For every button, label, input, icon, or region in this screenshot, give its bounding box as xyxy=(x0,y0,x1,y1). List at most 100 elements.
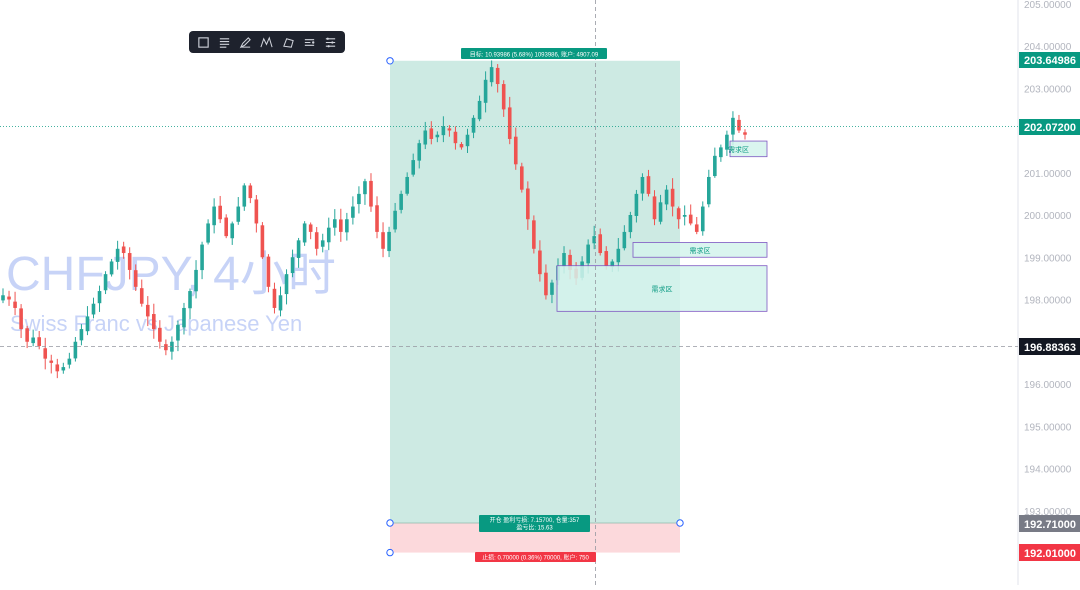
candle-body xyxy=(459,144,464,148)
drawing-toolbar xyxy=(189,31,345,53)
candle-body xyxy=(676,208,681,220)
candle-body xyxy=(423,130,428,145)
candle-body xyxy=(139,288,144,304)
candle-body xyxy=(13,301,17,308)
candle-body xyxy=(194,269,198,292)
candle-body xyxy=(133,270,138,287)
pattern-icon[interactable] xyxy=(259,34,275,50)
candle-body xyxy=(236,206,241,222)
candle-body xyxy=(562,253,566,267)
candle-body xyxy=(501,84,506,110)
candle-body xyxy=(616,248,621,263)
stop-label-bg xyxy=(475,552,596,562)
candle-body xyxy=(284,274,289,295)
candle-body xyxy=(302,223,307,243)
candle-body xyxy=(182,307,186,328)
candle-body xyxy=(339,219,343,232)
candle-body xyxy=(212,206,216,226)
drag-handle[interactable] xyxy=(386,519,394,527)
candle-body xyxy=(471,117,476,133)
price-axis[interactable]: 205.00000204.00000203.00000202.00000201.… xyxy=(1024,0,1072,518)
candle-body xyxy=(495,67,500,85)
candle-body xyxy=(296,240,301,258)
candle-body xyxy=(477,100,482,120)
lines-icon[interactable] xyxy=(301,34,317,50)
candle-body xyxy=(357,193,361,205)
crosshair-price-tag-bg xyxy=(1019,338,1080,355)
entry-price-tag-bg xyxy=(1019,515,1080,532)
candle-body xyxy=(538,250,542,275)
pencil-icon[interactable] xyxy=(238,34,254,50)
candle-body xyxy=(719,147,723,158)
y-tick-label: 204.00000 xyxy=(1024,42,1072,53)
candle-body xyxy=(688,214,693,224)
candle-body xyxy=(369,180,373,207)
current-price-tag: 202.07200 xyxy=(1024,122,1076,134)
candle-body xyxy=(278,295,283,311)
candle-body xyxy=(224,217,229,237)
candle-body xyxy=(429,128,434,139)
candle-body xyxy=(447,128,452,131)
candle-body xyxy=(49,360,54,363)
candle-body xyxy=(628,215,633,233)
y-tick-label: 199.00000 xyxy=(1024,253,1072,264)
candle-body xyxy=(332,219,337,228)
candle-body xyxy=(483,79,488,103)
stop-label: 止损: 0.70000 (0.36%) 70000, 账户: 750 xyxy=(482,554,589,562)
demand-zone[interactable] xyxy=(556,265,768,312)
candle-body xyxy=(260,225,265,258)
y-tick-label: 196.00000 xyxy=(1024,380,1072,391)
candle-body xyxy=(375,205,379,232)
polygon-icon[interactable] xyxy=(280,34,296,50)
demand-zone-label: 需求区 xyxy=(652,285,673,294)
drag-handle[interactable] xyxy=(386,57,394,65)
candle-body xyxy=(7,296,11,300)
price-lines xyxy=(0,0,1018,585)
candle-body xyxy=(206,223,210,243)
settings-list-icon[interactable] xyxy=(322,34,338,50)
candle-body xyxy=(489,67,494,83)
candle-body xyxy=(314,232,319,249)
candle-body xyxy=(393,210,397,230)
candle-body xyxy=(43,348,48,359)
target-price-tag-bg xyxy=(1019,52,1080,68)
candle-body xyxy=(568,254,572,270)
drag-handle[interactable] xyxy=(386,548,394,557)
entry-label-bg xyxy=(479,515,590,532)
candle-body xyxy=(127,253,132,270)
candle-body xyxy=(152,314,156,330)
candle-body xyxy=(598,234,603,254)
candle-body xyxy=(399,193,403,210)
text-align-icon[interactable] xyxy=(217,34,233,50)
drag-handle[interactable] xyxy=(676,519,684,527)
rectangle-icon[interactable] xyxy=(196,34,212,50)
y-tick-label: 195.00000 xyxy=(1024,422,1072,433)
y-tick-label: 201.00000 xyxy=(1024,169,1072,180)
candle-body xyxy=(97,291,102,304)
candle-body xyxy=(586,244,590,264)
candle-body xyxy=(713,155,717,177)
target-label: 目标: 10.93986 (5.68%) 1093986, 账户: 4907.0… xyxy=(470,51,599,59)
candle-body xyxy=(640,176,645,194)
candle-body xyxy=(682,215,687,217)
candle-body xyxy=(526,188,530,220)
candle-body xyxy=(103,274,108,291)
candle-body xyxy=(200,244,204,271)
candle-body xyxy=(145,304,150,317)
demand-zone[interactable] xyxy=(729,140,768,158)
crosshair-price-tag: 196.88363 xyxy=(1024,342,1076,354)
candle-body xyxy=(664,189,669,205)
entry-label-line1: 开仓 盈利亏损: 7.15700, 仓量:357 xyxy=(490,516,580,524)
candle-body xyxy=(604,251,609,266)
y-tick-label: 194.00000 xyxy=(1024,465,1072,476)
y-tick-label: 203.00000 xyxy=(1024,84,1072,95)
candle-body xyxy=(320,240,325,247)
candle-body xyxy=(417,143,422,161)
candle-body xyxy=(188,291,192,309)
candle-body xyxy=(61,367,66,371)
candle-body xyxy=(230,223,235,239)
demand-zone[interactable] xyxy=(632,242,768,258)
